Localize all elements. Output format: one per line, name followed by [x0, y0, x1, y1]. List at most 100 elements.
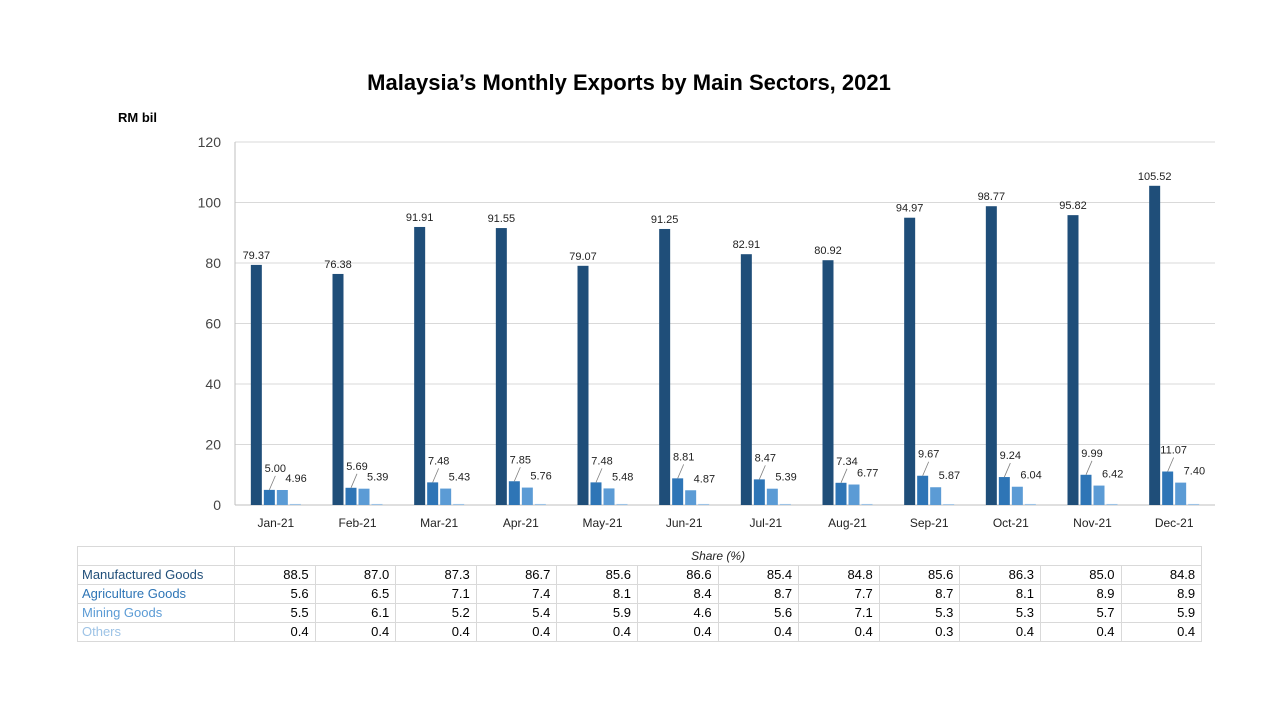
- share-cell: 5.3: [959, 603, 1041, 623]
- bar: [414, 226, 426, 506]
- label-leader: [513, 467, 521, 482]
- bar: [904, 217, 916, 505]
- share-cell: 87.3: [395, 565, 477, 585]
- y-tick-label: 60: [205, 316, 221, 332]
- data-label: 7.40: [1184, 466, 1205, 478]
- share-cell: 5.4: [475, 603, 558, 623]
- data-label: 5.76: [530, 471, 551, 483]
- data-label: 82.91: [733, 239, 761, 251]
- share-cell: 5.6: [717, 603, 800, 623]
- label-leader: [1167, 457, 1175, 472]
- bar: [685, 490, 697, 505]
- bar: [1188, 503, 1200, 505]
- bar: [930, 487, 942, 505]
- bar: [672, 478, 684, 505]
- x-tick-label: Feb-21: [338, 516, 376, 530]
- share-cell: 85.4: [717, 565, 800, 585]
- share-cell: 0.4: [234, 622, 316, 642]
- x-axis-ticks: Jan-21 Feb-21 Mar-21 Apr-21 May-21 Jun-21 Jul-…: [257, 516, 1193, 530]
- bar: [358, 488, 370, 505]
- data-label: 5.39: [367, 472, 388, 484]
- share-row: Mining Goods 5.5 6.1 5.2 5.4 5.9 4.6 5.6 7.1 5.3 5…: [77, 603, 1203, 623]
- x-tick-label: Jul-21: [749, 516, 782, 530]
- share-row: Agriculture Goods 5.6 6.5 7.1 7.4 8.1 8.4 8.7 7.…: [77, 584, 1203, 604]
- data-label: 7.85: [510, 454, 531, 466]
- share-row-name: Others: [77, 622, 235, 642]
- share-table-body: Manufactured Goods 88.5 87.0 87.3 86.7 85.6 86…: [77, 565, 1203, 642]
- bar: [1149, 185, 1161, 505]
- x-tick-label: Oct-21: [993, 516, 1029, 530]
- share-cell: 5.9: [556, 603, 638, 623]
- data-label: 98.77: [978, 191, 1006, 203]
- x-tick-label: Jan-21: [257, 516, 294, 530]
- x-tick-label: Nov-21: [1073, 516, 1112, 530]
- bar: [616, 503, 628, 505]
- share-cell: 5.9: [1120, 603, 1203, 623]
- bar: [835, 482, 847, 505]
- share-cell: 8.9: [1039, 584, 1122, 604]
- label-leader: [1085, 460, 1093, 475]
- data-label: 4.87: [694, 473, 715, 485]
- bar: [440, 488, 452, 505]
- bar: [1024, 503, 1036, 505]
- bar: [1093, 485, 1105, 505]
- bar: [371, 503, 383, 505]
- data-label: 11.07: [1160, 445, 1187, 457]
- share-cell: 0.4: [395, 622, 477, 642]
- share-cell: 7.4: [475, 584, 558, 604]
- data-label: 6.77: [857, 468, 878, 480]
- data-label: 105.52: [1138, 171, 1172, 183]
- share-cell: 0.4: [1039, 622, 1122, 642]
- share-cell: 0.4: [717, 622, 800, 642]
- bar: [345, 487, 357, 505]
- share-cell: 86.3: [959, 565, 1041, 585]
- share-cell: 5.7: [1039, 603, 1122, 623]
- bar: [1067, 215, 1079, 505]
- bar: [1080, 474, 1092, 505]
- share-cell: 86.6: [636, 565, 719, 585]
- share-row: Others 0.4 0.4 0.4 0.4 0.4 0.4 0.4 0.4 0.3 0.4 0.4 0…: [77, 622, 1203, 642]
- table-corner: [77, 546, 235, 566]
- bars: [250, 185, 1200, 506]
- data-label: 79.07: [569, 251, 597, 263]
- bar: [603, 488, 615, 505]
- data-label: 6.42: [1102, 469, 1123, 481]
- export-bar-chart: Malaysia’s Monthly Exports by Main Secto…: [118, 70, 1215, 530]
- data-label: 7.48: [428, 455, 449, 467]
- share-row-name: Mining Goods: [77, 603, 235, 623]
- bar: [1175, 482, 1187, 505]
- share-cell: 5.5: [234, 603, 316, 623]
- bar: [753, 479, 765, 505]
- data-label: 9.67: [918, 449, 939, 461]
- data-labels: 79.375.004.9676.385.695.3991.917.485.439…: [243, 171, 1205, 491]
- x-tick-label: Jun-21: [666, 516, 703, 530]
- data-label: 80.92: [814, 245, 842, 257]
- bar: [998, 477, 1010, 505]
- share-cell: 0.4: [959, 622, 1041, 642]
- share-cell: 85.6: [556, 565, 638, 585]
- data-label: 8.81: [673, 451, 694, 463]
- gridlines: [234, 141, 1215, 506]
- bar: [521, 487, 533, 505]
- label-leader: [595, 468, 603, 483]
- label-leader: [677, 464, 685, 479]
- bar: [250, 264, 262, 505]
- y-axis-unit-label: RM bil: [118, 110, 157, 125]
- y-tick-label: 20: [205, 437, 221, 453]
- share-header: Share (%): [233, 546, 1203, 566]
- bar: [577, 265, 589, 505]
- data-label: 5.48: [612, 471, 633, 483]
- label-leader: [840, 468, 848, 483]
- label-leader: [268, 475, 276, 491]
- share-cell: 7.1: [798, 603, 880, 623]
- bar: [659, 228, 671, 505]
- share-row-name: Agriculture Goods: [77, 584, 235, 604]
- bar: [943, 504, 955, 505]
- y-tick-label: 40: [205, 376, 221, 392]
- share-cell: 84.8: [1120, 565, 1203, 585]
- data-label: 7.34: [836, 456, 857, 468]
- x-tick-label: Sep-21: [910, 516, 949, 530]
- label-leader: [758, 465, 766, 480]
- share-cell: 8.1: [556, 584, 638, 604]
- data-label: 5.00: [265, 463, 286, 475]
